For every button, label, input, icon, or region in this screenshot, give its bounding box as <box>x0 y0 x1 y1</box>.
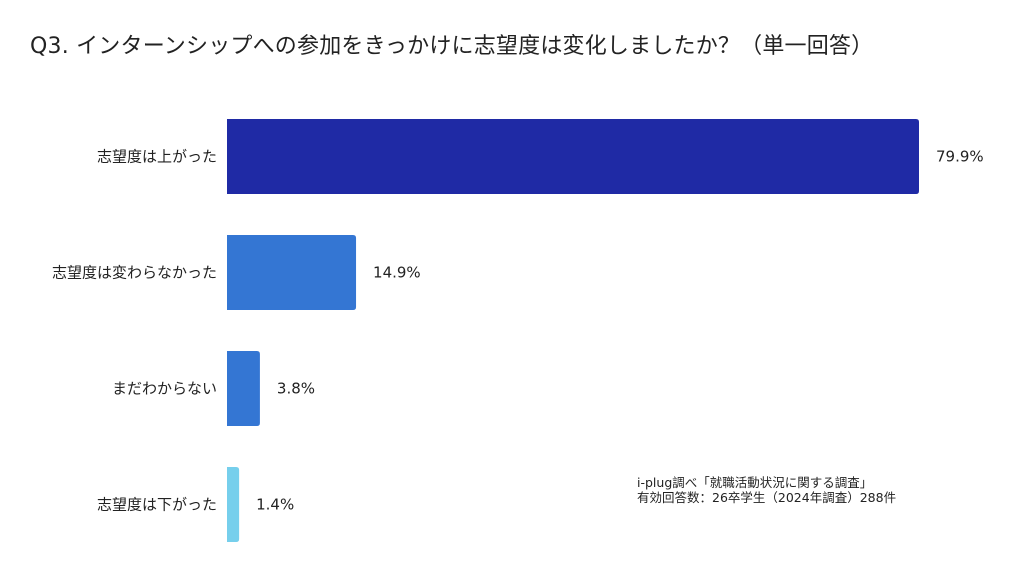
data-label-2: 14.9% <box>373 264 421 282</box>
bar-1 <box>227 119 919 194</box>
category-label-4: 志望度は下がった <box>97 496 217 514</box>
source-note: i-plug調べ「就職活動状況に関する調査」 有効回答数：26卒学生（2024年… <box>637 475 896 505</box>
data-label-4: 1.4% <box>256 496 294 514</box>
category-label-3: まだわからない <box>112 380 217 398</box>
bar-2 <box>227 235 357 310</box>
chart-title: Q3. インターンシップへの参加をきっかけに志望度は変化しましたか？（単一回答） <box>30 34 874 59</box>
category-label-2: 志望度は変わらなかった <box>52 264 217 282</box>
source-note-line-2: 有効回答数：26卒学生（2024年調査）288件 <box>637 490 897 505</box>
source-note-line-1: i-plug調べ「就職活動状況に関する調査」 <box>637 475 873 490</box>
data-label-3: 3.8% <box>277 380 315 398</box>
bar-3 <box>227 351 260 426</box>
data-label-1: 79.9% <box>936 148 984 166</box>
category-label-1: 志望度は上がった <box>97 148 217 166</box>
bar-4 <box>227 467 240 542</box>
